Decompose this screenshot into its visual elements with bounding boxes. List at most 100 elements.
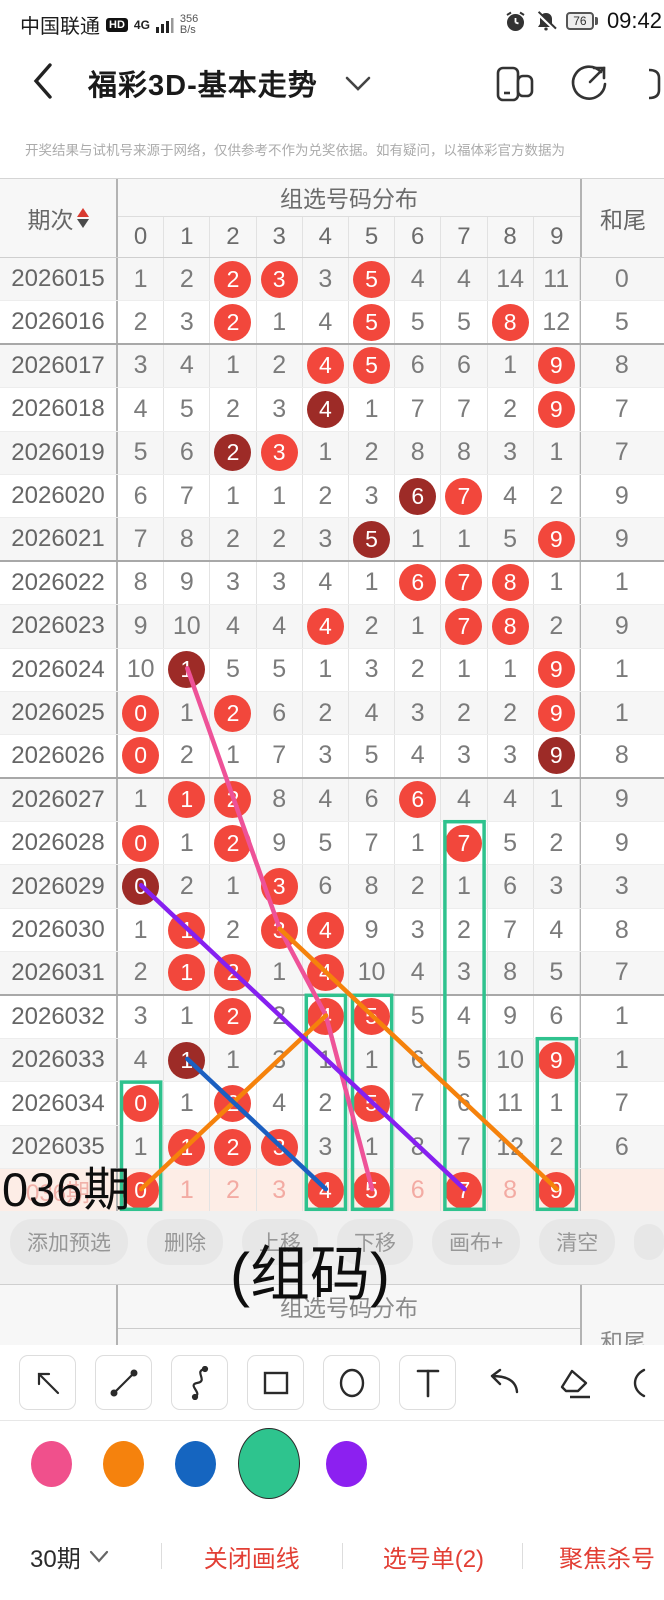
rectangle-tool-button[interactable] xyxy=(247,1355,304,1410)
value-cell: 1 xyxy=(303,431,349,474)
action-button[interactable]: 添加预选 xyxy=(10,1219,128,1265)
value-cell: 6 xyxy=(395,474,442,518)
value-cell: 7 xyxy=(441,561,488,605)
table-row: 2026029 0 2 1 3 6 8 2 1 6 3 3 xyxy=(0,865,664,909)
action-button[interactable]: 下移 xyxy=(337,1219,413,1265)
digit-header: 0 xyxy=(118,217,165,257)
value-cell: 12 xyxy=(534,301,580,343)
hewei-cell: 3 xyxy=(578,865,663,908)
ticket-button[interactable]: 选号单(2) xyxy=(382,1545,485,1573)
value-cell: 4 xyxy=(303,778,349,822)
value-cell[interactable]: 3 xyxy=(257,1169,303,1212)
red-ball: 2 xyxy=(214,260,252,298)
red-ball: 9 xyxy=(537,390,575,428)
period-label: 2026035 xyxy=(0,1125,118,1169)
value-cell: 5 xyxy=(164,388,211,431)
action-button[interactable]: 清空 xyxy=(539,1219,616,1265)
period-count-dropdown[interactable]: 30期 xyxy=(30,1539,109,1574)
hewei-cell: 9 xyxy=(578,518,663,560)
sort-arrows-icon xyxy=(76,208,89,228)
value-cell: 7 xyxy=(118,518,165,560)
predict-row: 036期 0 1 2 3 4 5 6 7 8 9 xyxy=(0,1169,664,1213)
undo-button[interactable] xyxy=(475,1356,530,1409)
value-cell: 3 xyxy=(488,735,534,777)
red-ball: 6 xyxy=(399,564,437,602)
trend-table-body: 2026015 1 2 2 3 3 5 4 4 14 11 0 2026016 2 3 2 1 4 5 5 5 8 12 5 2… xyxy=(0,258,664,1213)
value-cell: 7 xyxy=(441,1125,488,1169)
value-cell: 7 xyxy=(441,822,488,865)
value-cell: 5 xyxy=(349,344,396,388)
battery-percent: 76 xyxy=(565,12,594,30)
value-cell[interactable]: 2 xyxy=(210,1169,257,1212)
value-cell[interactable]: 0 xyxy=(118,1169,165,1212)
red-ball: 9 xyxy=(537,1171,575,1209)
value-cell: 6 xyxy=(395,778,442,822)
chevron-down-icon[interactable] xyxy=(345,76,371,92)
value-cell[interactable]: 6 xyxy=(395,1169,442,1212)
table-row: 2026018 4 5 2 3 4 1 7 7 2 9 7 xyxy=(0,388,664,432)
table-row: 2026019 5 6 2 3 1 2 8 8 3 1 7 xyxy=(0,431,664,475)
action-button[interactable]: 删除 xyxy=(147,1219,223,1265)
hewei-cell: 7 xyxy=(578,952,663,994)
value-cell[interactable]: 1 xyxy=(164,1169,211,1212)
eraser-button[interactable] xyxy=(549,1356,604,1409)
period-label: 2026017 xyxy=(0,344,118,388)
text-tool-button[interactable] xyxy=(399,1355,456,1410)
value-cell: 7 xyxy=(257,735,303,777)
value-cell: 5 xyxy=(257,648,303,691)
value-cell: 5 xyxy=(534,952,580,994)
value-cell[interactable]: 7 xyxy=(441,1169,488,1212)
value-cell: 2 xyxy=(210,1082,257,1125)
action-button-partial[interactable] xyxy=(634,1224,664,1260)
curve-tool-button[interactable] xyxy=(171,1355,228,1410)
arrow-tool-button[interactable] xyxy=(19,1355,76,1410)
multi-window-icon[interactable] xyxy=(494,64,536,104)
color-swatch-selected[interactable] xyxy=(238,1428,300,1499)
close-drawing-button[interactable]: 关闭画线 xyxy=(203,1545,300,1573)
value-cell: 6 xyxy=(303,865,349,908)
value-cell: 4 xyxy=(303,561,349,605)
value-cell: 4 xyxy=(488,778,534,822)
period-sort-header[interactable]: 期次 xyxy=(0,179,118,257)
digit-header: 4 xyxy=(303,217,349,257)
color-swatch[interactable] xyxy=(31,1440,72,1487)
action-button[interactable]: 上移 xyxy=(242,1219,318,1265)
circle-tool-button[interactable] xyxy=(323,1355,380,1410)
alarm-icon xyxy=(505,11,526,32)
value-cell: 1 xyxy=(118,1125,165,1169)
red-ball: 5 xyxy=(353,347,391,385)
color-swatch[interactable] xyxy=(175,1440,216,1487)
digit-header: 7 xyxy=(441,217,488,257)
page-title[interactable]: 福彩3D-基本走势 xyxy=(88,70,318,102)
value-cell: 1 xyxy=(303,648,349,691)
focus-kill-button[interactable]: 聚焦杀号 xyxy=(559,1545,656,1573)
value-cell[interactable]: 5 xyxy=(349,1169,396,1212)
value-cell[interactable]: 8 xyxy=(488,1169,534,1212)
digit-header: 8 xyxy=(488,217,534,257)
next-tools-icon[interactable] xyxy=(628,1356,648,1409)
more-icon[interactable] xyxy=(645,64,664,104)
color-swatch[interactable] xyxy=(103,1440,144,1487)
red-ball: 7 xyxy=(445,564,483,602)
value-cell[interactable]: 4 xyxy=(303,1169,349,1212)
red-ball: 9 xyxy=(537,651,575,689)
value-cell: 7 xyxy=(441,474,488,518)
action-button[interactable]: 画布+ xyxy=(432,1219,521,1265)
value-cell: 5 xyxy=(395,301,442,343)
color-swatch[interactable] xyxy=(326,1440,367,1487)
red-ball: 9 xyxy=(537,347,575,385)
line-tool-button[interactable] xyxy=(95,1355,152,1410)
back-button[interactable] xyxy=(32,62,54,100)
value-cell: 1 xyxy=(164,1125,211,1169)
value-cell: 1 xyxy=(534,1082,580,1125)
value-cell[interactable]: 9 xyxy=(534,1169,580,1212)
value-cell: 4 xyxy=(118,1039,165,1082)
value-cell: 10 xyxy=(349,952,396,994)
value-cell: 1 xyxy=(164,952,211,994)
value-cell: 3 xyxy=(488,431,534,474)
network-type: 4G xyxy=(133,17,150,32)
hewei-cell: 6 xyxy=(578,1125,663,1169)
red-ball: 3 xyxy=(260,868,298,906)
share-icon[interactable] xyxy=(568,64,610,104)
